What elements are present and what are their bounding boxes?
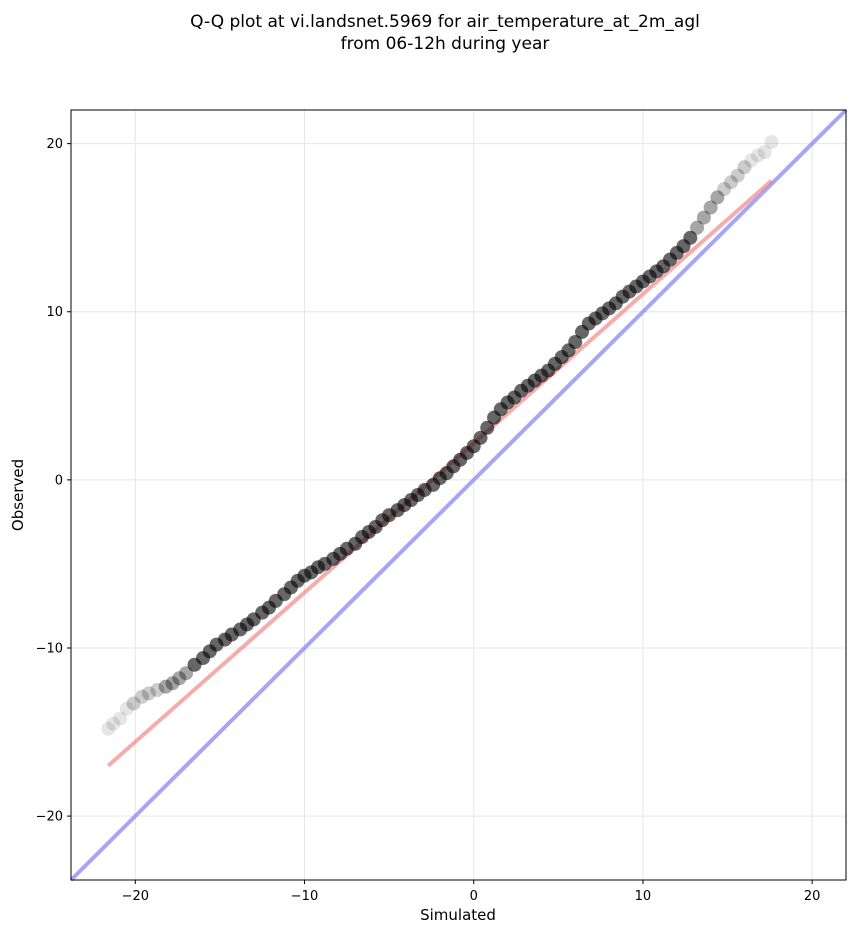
- plot-frame: [70, 109, 847, 881]
- quantile-point: [730, 168, 745, 183]
- quantile-point: [150, 683, 165, 698]
- chart-title-line-1: Q-Q plot at vi.landsnet.5969 for air_tem…: [190, 12, 700, 32]
- quantile-point: [703, 200, 718, 215]
- quantile-point: [751, 148, 766, 163]
- quantile-point: [101, 721, 116, 736]
- y-tick-label: −10: [36, 641, 63, 656]
- grid: [71, 110, 846, 880]
- quantile-point: [165, 676, 180, 691]
- quantile-points: [101, 134, 779, 736]
- quantile-point: [723, 175, 738, 190]
- quantile-point: [764, 134, 779, 149]
- y-tick-label: 0: [55, 473, 63, 488]
- y-tick-label: −20: [36, 810, 63, 825]
- quantile-point: [690, 220, 705, 235]
- quantile-point: [172, 671, 187, 686]
- identity-line-layer: [69, 108, 848, 882]
- y-tick-label: 20: [46, 137, 63, 152]
- quantile-point: [141, 686, 156, 701]
- quantile-point: [744, 153, 759, 168]
- quantile-point: [696, 210, 711, 225]
- x-tick-label: −10: [291, 889, 318, 904]
- x-tick-label: 10: [635, 889, 652, 904]
- quantile-point: [113, 711, 128, 726]
- chart-title: Q-Q plot at vi.landsnet.5969 for air_tem…: [190, 12, 700, 54]
- identity-line: [69, 108, 848, 882]
- quantile-point: [119, 701, 134, 716]
- y-tick-label: 10: [46, 305, 63, 320]
- quantile-point: [473, 430, 488, 445]
- quantile-point: [480, 420, 495, 435]
- x-tick-label: 20: [804, 889, 821, 904]
- quantile-point: [717, 182, 732, 197]
- y-axis-label: Observed: [9, 459, 27, 531]
- axis-ticks: −20 −10 0 10 20 −20 −10 0 10 20: [36, 137, 821, 904]
- quantile-point: [135, 689, 150, 704]
- x-tick-label: 0: [470, 889, 478, 904]
- quantile-point: [568, 335, 583, 350]
- quantile-point: [710, 190, 725, 205]
- quantile-point: [757, 145, 772, 160]
- quantile-point: [126, 696, 141, 711]
- quantile-point: [106, 716, 121, 731]
- quantile-point: [737, 160, 752, 175]
- x-axis-label: Simulated: [420, 906, 496, 924]
- quantile-point: [158, 679, 173, 694]
- chart-title-line-2: from 06-12h during year: [341, 34, 550, 54]
- quantile-point: [683, 230, 698, 245]
- x-tick-label: −20: [122, 889, 149, 904]
